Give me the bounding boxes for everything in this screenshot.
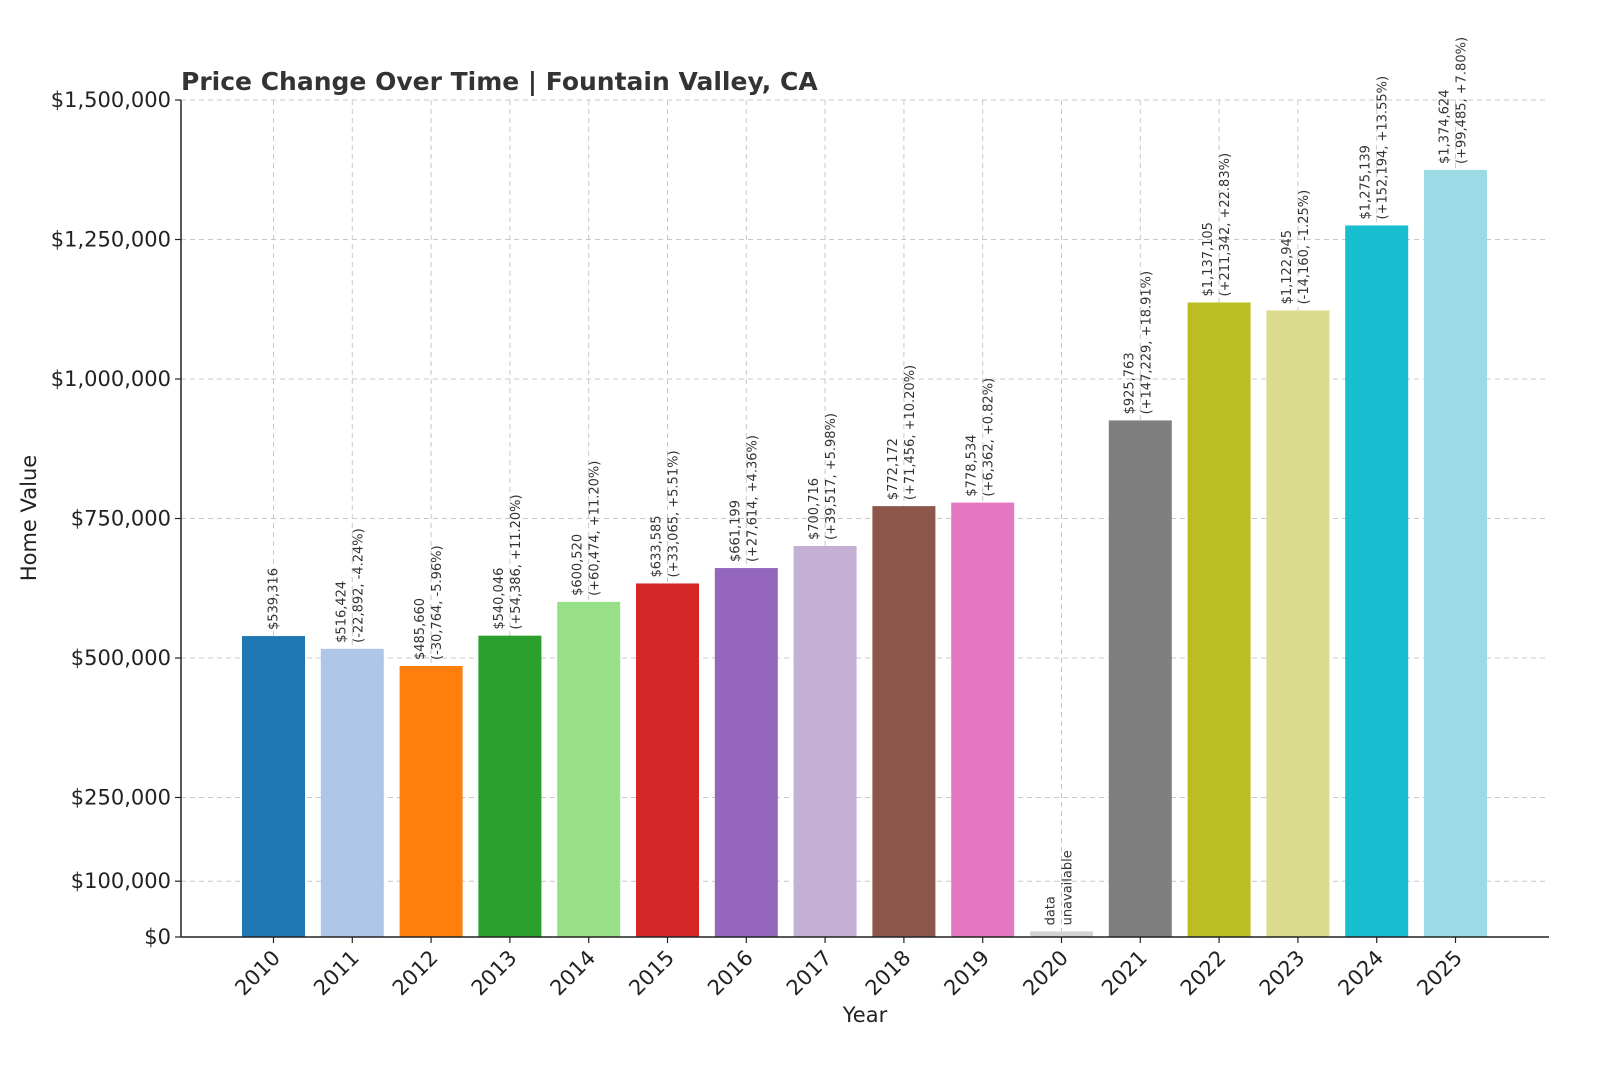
- y-tick-label: $1,500,000: [51, 88, 171, 112]
- y-axis-label: Home Value: [17, 455, 41, 581]
- bar-value-label: (+99,485, +7.80%): [1455, 37, 1470, 164]
- bar-value-label: $1,122,945: [1280, 230, 1295, 304]
- x-tick-label: 2022: [1176, 946, 1231, 1001]
- bar-labels: $539,316 $516,424 (-22,892, -4.24%) $485,66…: [267, 37, 1470, 925]
- x-tick-label: 2018: [861, 946, 916, 1001]
- x-tick-label: 2010: [230, 946, 285, 1001]
- bar-value-label: $778,534: [965, 435, 980, 497]
- bar-value-label: (+33,065, +5.51%): [667, 450, 682, 577]
- y-tick-label: $750,000: [71, 507, 171, 531]
- bar-value-label: $539,316: [267, 568, 282, 630]
- bar-2013: [478, 635, 542, 937]
- y-tick-label: $500,000: [71, 646, 171, 670]
- x-tick-label: 2014: [545, 946, 600, 1001]
- x-tick-label: 2024: [1333, 946, 1388, 1001]
- bar-value-label: $1,137,105: [1201, 222, 1216, 296]
- bar-value-label: (+71,456, +10.20%): [903, 365, 918, 500]
- bar-value-label: data: [1044, 896, 1059, 925]
- bar-value-label: $540,046: [492, 568, 507, 630]
- bar-value-label: $661,199: [728, 500, 743, 562]
- x-tick-label: 2017: [782, 946, 837, 1001]
- bar-2022: [1187, 302, 1251, 937]
- bar-2012: [399, 666, 463, 937]
- bar-2020: [1030, 931, 1093, 937]
- x-tick-label: 2013: [467, 946, 522, 1001]
- bar-value-label: $1,374,624: [1438, 90, 1453, 164]
- bar-2025: [1424, 169, 1487, 937]
- bar-2011: [320, 648, 384, 937]
- x-tick-label: 2016: [703, 946, 758, 1001]
- bar-2018: [872, 506, 936, 937]
- x-tick-label: 2011: [309, 946, 364, 1001]
- bar-2014: [557, 601, 621, 937]
- x-axis-label: Year: [842, 1003, 888, 1027]
- bar-value-label: (-14,160, -1.25%): [1297, 190, 1312, 305]
- bar-value-label: $485,660: [413, 598, 428, 660]
- bars: [242, 169, 1487, 938]
- x-tick-label: 2015: [624, 946, 679, 1001]
- y-tick-label: $0: [144, 925, 171, 949]
- bar-value-label: (+211,342, +22.83%): [1218, 153, 1233, 297]
- x-tick-label: 2021: [1097, 946, 1152, 1001]
- bar-value-label: (+27,614, +4.36%): [745, 435, 760, 562]
- bar-value-label: $600,520: [571, 534, 586, 596]
- bar-2017: [793, 546, 857, 937]
- x-tick-label: 2020: [1018, 946, 1073, 1001]
- bar-value-label: (+39,517, +5.98%): [824, 413, 839, 540]
- x-tick-label: 2023: [1255, 946, 1310, 1001]
- chart-title: Price Change Over Time | Fountain Valley…: [181, 67, 818, 96]
- bar-2016: [714, 568, 778, 937]
- y-tick-label: $1,250,000: [51, 228, 171, 252]
- bar-value-label: $516,424: [334, 581, 349, 643]
- bar-2019: [951, 502, 1015, 937]
- x-tick-label: 2012: [388, 946, 443, 1001]
- bar-2010: [242, 636, 305, 937]
- bar-2021: [1108, 420, 1172, 937]
- bar-value-label: $700,716: [807, 478, 822, 540]
- bar-2023: [1266, 310, 1330, 937]
- bar-value-label: $925,763: [1122, 352, 1137, 414]
- bar-value-label: (-22,892, -4.24%): [351, 528, 366, 643]
- y-tick-label: $100,000: [71, 869, 171, 893]
- x-tick-label: 2019: [939, 946, 994, 1001]
- y-tick-label: $1,000,000: [51, 367, 171, 391]
- bar-value-label: (+60,474, +11.20%): [588, 461, 603, 596]
- x-tick-label: 2025: [1412, 946, 1467, 1001]
- bar-value-label: (+147,229, +18.91%): [1139, 271, 1154, 415]
- grid-lines: [181, 99, 1549, 937]
- bar-2015: [636, 583, 699, 937]
- y-tick-label: $250,000: [71, 786, 171, 810]
- bar-value-label: (-30,764, -5.96%): [430, 545, 445, 660]
- bar-value-label: (+6,362, +0.82%): [982, 378, 997, 497]
- bar-value-label: (+152,194, +13.55%): [1376, 76, 1391, 220]
- bar-2024: [1345, 225, 1409, 938]
- bar-value-label: unavailable: [1061, 850, 1076, 925]
- bar-value-label: $1,275,139: [1359, 145, 1374, 219]
- bar-value-label: $772,172: [886, 438, 901, 500]
- bar-value-label: $633,585: [650, 515, 665, 577]
- bar-value-label: (+54,386, +11.20%): [509, 494, 524, 629]
